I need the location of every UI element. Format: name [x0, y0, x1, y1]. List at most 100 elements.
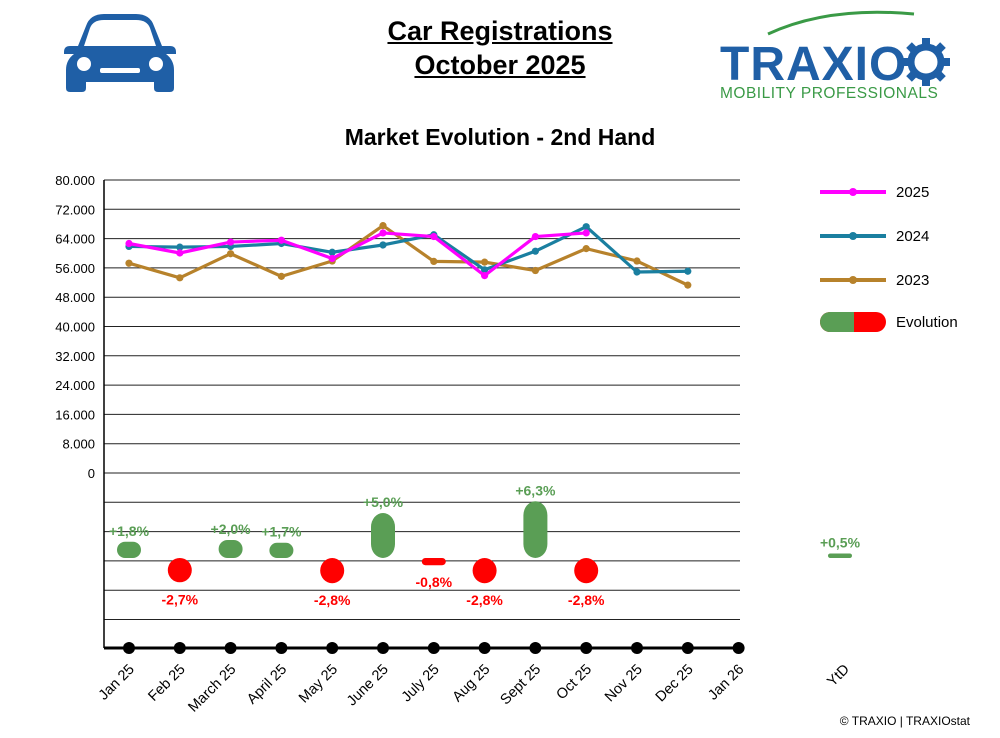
- evolution-bar-april-25: [269, 542, 294, 558]
- logo-wordmark: TRAXIO: [720, 38, 907, 91]
- logo-tagline: MOBILITY PROFESSIONALS: [720, 85, 939, 102]
- data-point-2025: [176, 249, 184, 257]
- evolution-bar-june-25: [371, 513, 395, 558]
- evolution-label-may-25: -2,8%: [314, 592, 351, 608]
- y-tick-label: 64.000: [55, 232, 95, 247]
- evolution-bar-ytd: [828, 553, 852, 558]
- y-tick-label: 80.000: [55, 173, 95, 188]
- data-point-2025: [227, 238, 235, 246]
- data-point-2023: [125, 259, 133, 267]
- x-axis-marker: [377, 642, 389, 654]
- legend-swatch-evolution: [820, 312, 886, 332]
- y-tick-label: 0: [88, 466, 95, 481]
- x-axis-marker: [681, 642, 694, 654]
- chart-title: Market Evolution - 2nd Hand: [344, 124, 656, 150]
- x-axis-marker: [275, 642, 288, 654]
- data-point-2025: [531, 232, 540, 241]
- data-point-2023: [582, 245, 590, 253]
- evolution-bar-may-25: [320, 558, 345, 584]
- series-line-2023: [128, 224, 689, 287]
- x-tick-label-ytd: YtD: [824, 662, 852, 690]
- y-tick-label: 16.000: [55, 407, 95, 422]
- evolution-label-july-25: -0,8%: [416, 574, 453, 590]
- data-point-2023: [633, 257, 641, 265]
- evolution-bar-march-25: [218, 540, 243, 558]
- evolution-bars: +1,8% -2,7% +2,0% +1,7% -2,8% +5,0% -0,8% -2,8%…: [109, 482, 861, 608]
- evolution-label-ytd: +0,5%: [820, 535, 861, 551]
- evolution-bar-feb-25: [167, 558, 192, 583]
- evolution-bar-july-25: [421, 558, 446, 566]
- evolution-label-april-25: +1,7%: [261, 524, 302, 540]
- legend-swatch-2025: [820, 188, 886, 196]
- copyright-text: © TRAXIO | TRAXIOstat: [839, 714, 970, 728]
- x-tick-label: July 25: [399, 662, 443, 706]
- data-point-2024: [379, 241, 387, 249]
- data-point-2023: [430, 257, 438, 265]
- evolution-label-feb-25: -2,7%: [162, 591, 199, 607]
- x-tick-label: Aug 25: [450, 662, 494, 706]
- y-tick-label: 72.000: [55, 202, 95, 217]
- y-tick-label: 56.000: [55, 261, 95, 276]
- report-title: Car Registrations October 2025: [340, 14, 660, 82]
- car-icon: [64, 14, 176, 92]
- x-axis-marker: [326, 642, 339, 654]
- evolution-bar-oct-25: [574, 558, 599, 584]
- x-axis-marker: [427, 642, 440, 654]
- x-tick-label: Jan 26: [705, 662, 747, 704]
- series-lines: [125, 222, 692, 289]
- evolution-bar-jan-25: [117, 541, 141, 558]
- x-tick-label: Nov 25: [602, 662, 646, 706]
- data-point-2024: [531, 247, 540, 255]
- legend-label-evolution: Evolution: [896, 313, 958, 331]
- data-point-2023: [531, 266, 540, 275]
- x-tick-label: Jan 25: [96, 662, 138, 704]
- legend-label-2024: 2024: [896, 227, 930, 245]
- x-tick-label: June 25: [344, 662, 392, 710]
- x-axis-marker: [732, 642, 745, 654]
- data-point-2025: [481, 272, 489, 280]
- y-tick-label: 40.000: [55, 320, 95, 335]
- evolution-label-march-25: +2,0%: [211, 521, 252, 537]
- y-tick-label: 8.000: [62, 437, 95, 452]
- legend-item-2023: 2023: [818, 268, 929, 292]
- evolution-label-oct-25: -2,8%: [568, 592, 605, 608]
- x-axis-marker: [173, 642, 186, 654]
- x-axis-marker: [123, 642, 135, 654]
- data-point-2025: [582, 229, 590, 237]
- evolution-label-jan-25: +1,8%: [109, 523, 150, 539]
- data-point-2025: [125, 239, 133, 248]
- data-point-2024: [684, 267, 692, 275]
- data-point-2025: [379, 229, 387, 237]
- x-tick-label: May 25: [296, 662, 341, 707]
- evolution-label-sept-25: +6,3%: [515, 482, 556, 498]
- data-point-2024: [328, 248, 336, 256]
- evolution-label-aug-25: -2,8%: [466, 592, 503, 608]
- legend-swatch-2023: [820, 276, 886, 284]
- title-line-1: Car Registrations: [387, 16, 613, 46]
- traxio-logo: TRAXIO: [720, 10, 950, 91]
- data-point-2025: [328, 254, 336, 263]
- x-tick-label: Dec 25: [653, 662, 697, 706]
- x-axis-marker: [631, 642, 643, 654]
- data-point-2024: [481, 266, 489, 274]
- x-tick-label: March 25: [185, 662, 239, 716]
- legend-label-2025: 2025: [896, 183, 930, 201]
- y-tick-label: 24.000: [55, 378, 95, 393]
- data-point-2025: [430, 232, 438, 241]
- title-line-2: October 2025: [414, 50, 586, 80]
- x-axis-marker: [580, 642, 593, 654]
- legend-item-evolution: Evolution: [818, 310, 958, 334]
- y-tick-label: 32.000: [55, 349, 95, 364]
- evolution-label-june-25: +5,0%: [363, 494, 404, 510]
- x-axis-marker: [224, 642, 237, 654]
- data-point-2025: [277, 236, 285, 244]
- data-point-2023: [176, 274, 184, 282]
- evolution-bar-sept-25: [523, 501, 548, 558]
- y-axis-ticks: 80.000 72.000 64.000 56.000 48.000 40.000 32.0…: [55, 173, 95, 481]
- evolution-bar-aug-25: [472, 558, 497, 584]
- data-point-2023: [227, 250, 235, 258]
- x-tick-label: Oct 25: [554, 662, 596, 704]
- legend-item-2025: 2025: [818, 180, 929, 204]
